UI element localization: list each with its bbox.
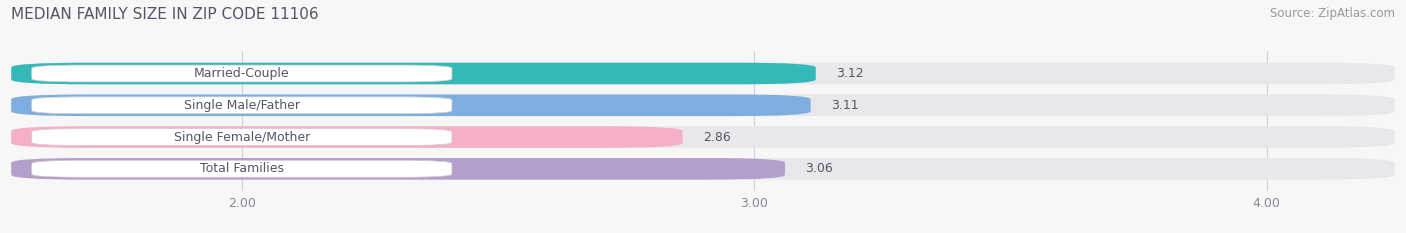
FancyBboxPatch shape	[32, 65, 451, 82]
Text: MEDIAN FAMILY SIZE IN ZIP CODE 11106: MEDIAN FAMILY SIZE IN ZIP CODE 11106	[11, 7, 319, 22]
Text: Single Female/Mother: Single Female/Mother	[174, 130, 309, 144]
FancyBboxPatch shape	[32, 97, 451, 114]
FancyBboxPatch shape	[11, 63, 1395, 84]
FancyBboxPatch shape	[11, 158, 785, 180]
Text: 3.11: 3.11	[831, 99, 859, 112]
Text: 2.86: 2.86	[703, 130, 731, 144]
FancyBboxPatch shape	[11, 63, 815, 84]
FancyBboxPatch shape	[32, 129, 451, 145]
Text: Married-Couple: Married-Couple	[194, 67, 290, 80]
FancyBboxPatch shape	[11, 126, 682, 148]
FancyBboxPatch shape	[11, 94, 1395, 116]
FancyBboxPatch shape	[11, 94, 811, 116]
FancyBboxPatch shape	[32, 160, 451, 177]
Text: Single Male/Father: Single Male/Father	[184, 99, 299, 112]
Text: Total Families: Total Families	[200, 162, 284, 175]
Text: Source: ZipAtlas.com: Source: ZipAtlas.com	[1270, 7, 1395, 20]
FancyBboxPatch shape	[11, 158, 1395, 180]
Text: 3.12: 3.12	[837, 67, 863, 80]
Text: 3.06: 3.06	[806, 162, 834, 175]
FancyBboxPatch shape	[11, 126, 1395, 148]
